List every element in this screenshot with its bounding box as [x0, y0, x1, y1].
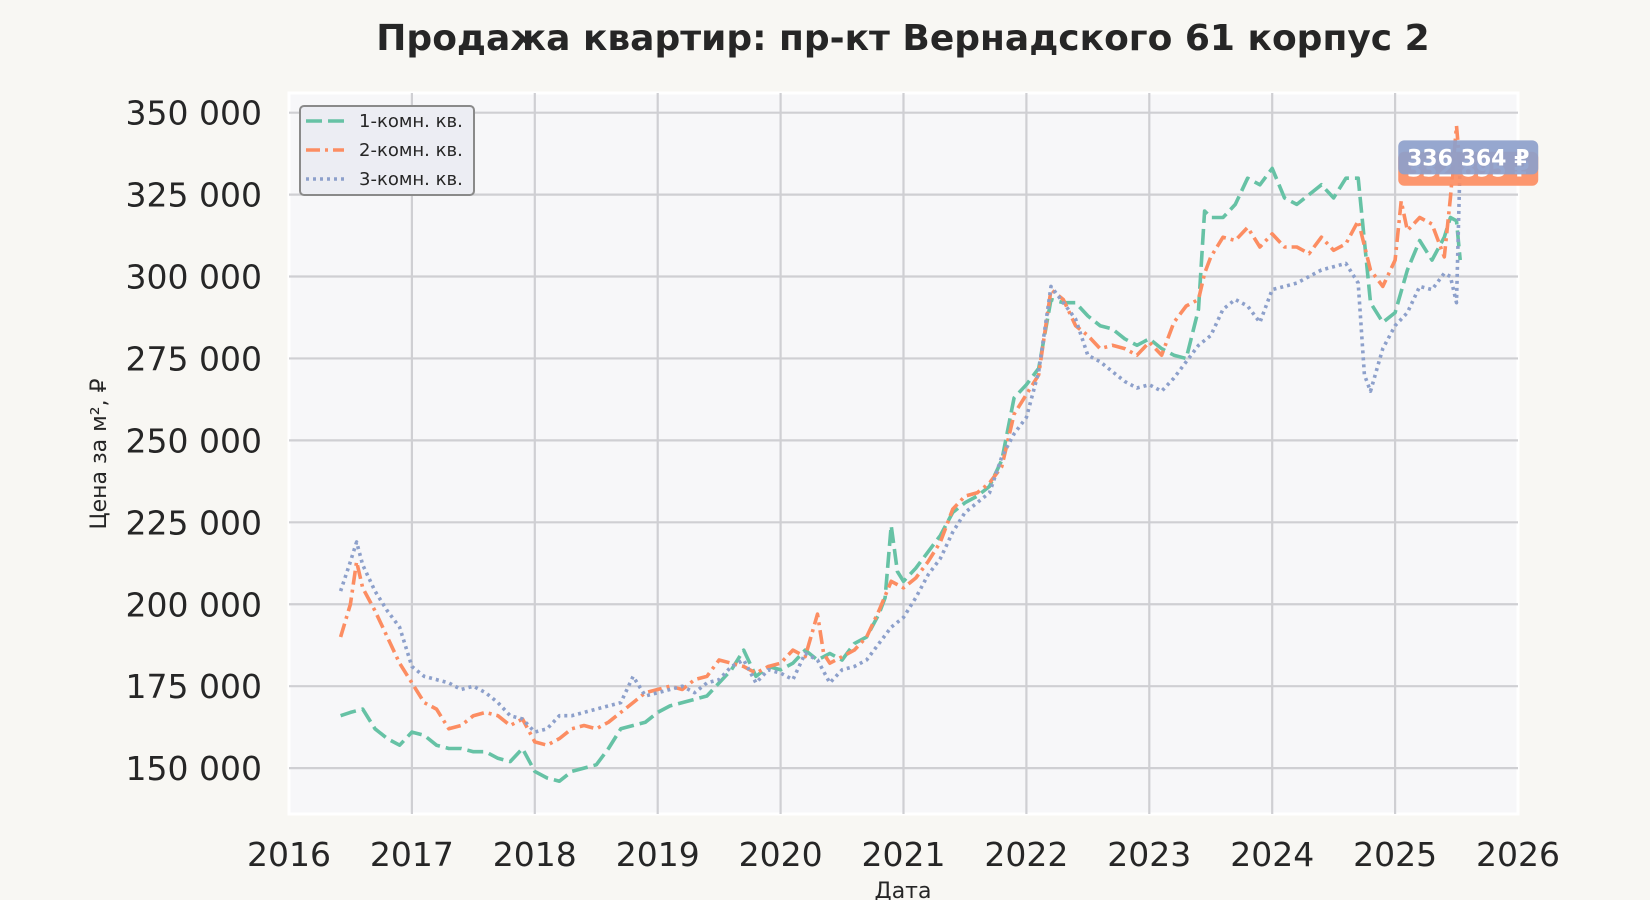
legend-entry-3: 3-комн. кв. — [306, 169, 463, 190]
y-axis-ticks: 150 000 175 000 200 000 225 000 250 000 275 0… — [126, 94, 262, 788]
series-line-2 — [338, 124, 1462, 747]
x-axis-ticks: 2016 2017 2018 2019 2020 2021 2022 2023 2024 2025… — [247, 835, 1560, 874]
y-axis-label: Цена за м², ₽ — [87, 378, 112, 529]
end-label-box — [1398, 140, 1539, 175]
y-tick-label: 325 000 — [126, 176, 262, 215]
legend: 1-комн. кв. 2-комн. кв. 3-комн. кв. — [299, 105, 475, 196]
y-tick-label: 225 000 — [126, 503, 262, 542]
x-tick-label: 2023 — [1107, 835, 1191, 874]
y-tick-label: 175 000 — [126, 667, 262, 706]
chart-title: Продажа квартир: пр-кт Вернадского 61 ко… — [376, 18, 1429, 59]
y-tick-label: 350 000 — [126, 94, 262, 133]
end-labels: 332 895 ₽336 364 ₽ — [1398, 140, 1539, 186]
legend-label: 1-комн. кв. — [359, 111, 463, 132]
x-tick-label: 2018 — [493, 835, 577, 874]
legend-box — [299, 105, 475, 196]
x-tick-label: 2019 — [616, 835, 700, 874]
x-tick-label: 2026 — [1476, 835, 1560, 874]
x-axis-label: Дата — [875, 879, 932, 900]
x-tick-label: 2020 — [739, 835, 823, 874]
end-label-text: 336 364 ₽ — [1407, 146, 1529, 171]
x-tick-label: 2022 — [984, 835, 1068, 874]
legend-label: 2-комн. кв. — [359, 140, 463, 161]
x-tick-label: 2025 — [1353, 835, 1437, 874]
y-tick-label: 300 000 — [126, 258, 262, 297]
y-tick-label: 150 000 — [126, 749, 262, 788]
y-tick-label: 275 000 — [126, 339, 262, 378]
grid — [289, 93, 1518, 814]
series-line-3 — [338, 157, 1462, 734]
y-tick-label: 200 000 — [126, 585, 262, 624]
x-tick-label: 2016 — [247, 835, 331, 874]
x-tick-label: 2017 — [370, 835, 454, 874]
legend-entry-1: 1-комн. кв. — [306, 111, 463, 132]
series-line-1 — [340, 166, 1462, 783]
legend-entry-2: 2-комн. кв. — [306, 140, 463, 161]
end-label-3: 336 364 ₽ — [1398, 140, 1539, 175]
x-tick-label: 2021 — [862, 835, 946, 874]
series-lines — [338, 124, 1462, 783]
legend-label: 3-комн. кв. — [359, 169, 463, 190]
x-tick-label: 2024 — [1230, 835, 1314, 874]
y-tick-label: 250 000 — [126, 421, 262, 460]
